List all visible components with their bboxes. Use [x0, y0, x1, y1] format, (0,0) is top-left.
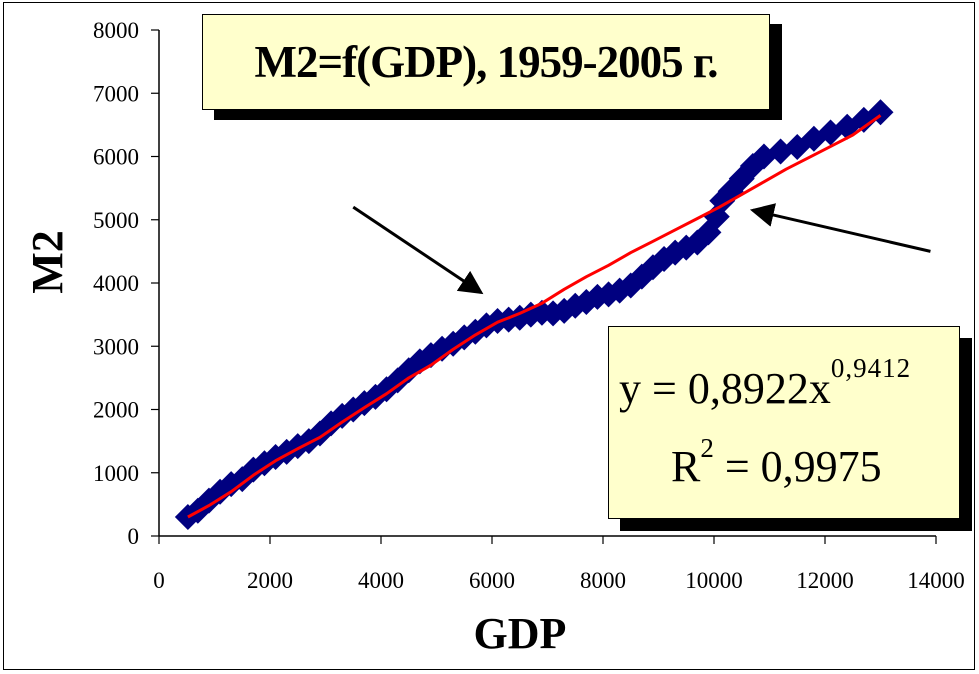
- x-tick-label: 2000: [247, 568, 293, 593]
- trendline-equation-box: y = 0,8922x0,9412 R2 = 0,9975: [608, 326, 960, 519]
- y-tick-label: 7000: [93, 81, 139, 106]
- r2-exponent: 2: [700, 433, 714, 463]
- data-point: [174, 504, 201, 531]
- x-tick-label: 8000: [580, 568, 626, 593]
- r2-value: = 0,9975: [713, 442, 882, 491]
- axes: 0 1000 2000 3000 4000 5000 6000 7000 8000 0 2000 40…: [93, 18, 965, 593]
- y-tick-label: 4000: [93, 271, 139, 296]
- y-tick-label: 1000: [93, 461, 139, 486]
- x-tick-label: 10000: [685, 568, 743, 593]
- y-tick-label: 8000: [93, 18, 139, 43]
- y-tick-label: 2000: [93, 398, 139, 423]
- y-tick-label: 0: [128, 524, 140, 549]
- y-tick-label: 5000: [93, 208, 139, 233]
- equation-exponent: 0,9412: [830, 353, 912, 383]
- y-tick-label: 3000: [93, 334, 139, 359]
- chart-title: M2=f(GDP), 1959-2005 г.: [254, 37, 719, 87]
- plot-marks: [174, 99, 894, 531]
- y-tick-label: 6000: [93, 145, 139, 170]
- data-point: [800, 125, 827, 152]
- x-tick-label: 0: [153, 568, 165, 593]
- annotation-arrow: [749, 203, 931, 253]
- x-tick-label: 4000: [358, 568, 404, 593]
- r-squared: R2 = 0,9975: [671, 433, 882, 492]
- annotation-arrow: [352, 205, 484, 295]
- annotation-arrows: [352, 203, 931, 295]
- r2-label: R: [671, 442, 701, 491]
- chart-title-box: M2=f(GDP), 1959-2005 г.: [202, 14, 770, 110]
- x-axis-title: GDP: [474, 609, 567, 658]
- chart-frame: [3, 2, 975, 670]
- x-tick-label: 6000: [469, 568, 515, 593]
- y-axis-title: M2: [23, 230, 72, 294]
- x-tick-label: 12000: [796, 568, 854, 593]
- trendline: [187, 114, 882, 519]
- x-tick-label: 14000: [907, 568, 965, 593]
- equation-main: y = 0,8922x: [619, 364, 831, 413]
- trendline-equation: y = 0,8922x0,9412: [619, 353, 911, 414]
